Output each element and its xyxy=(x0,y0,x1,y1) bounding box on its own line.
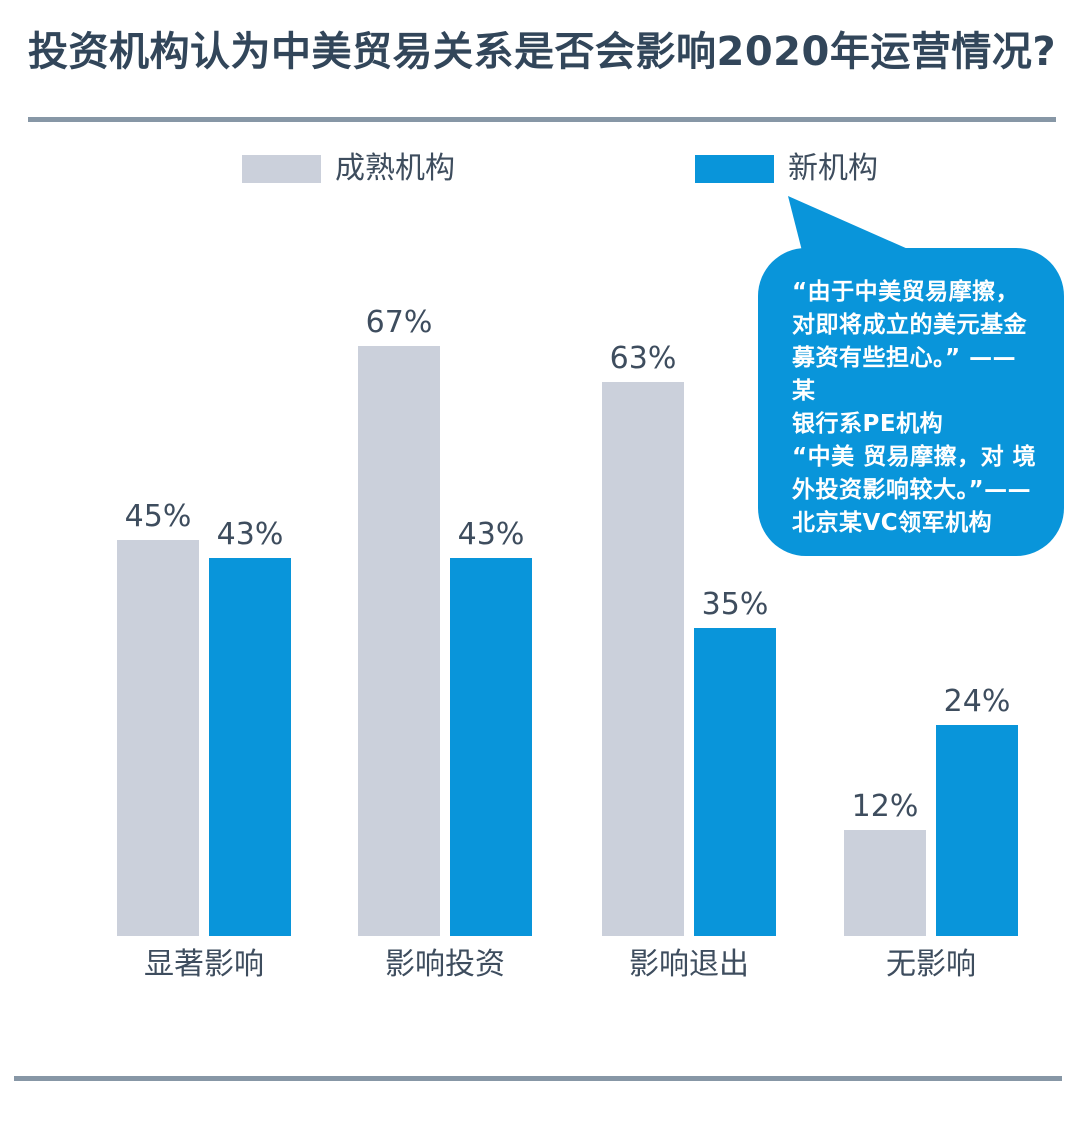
bar-mature-3 xyxy=(844,830,926,936)
chart-title: 投资机构认为中美贸易关系是否会影响2020年运营情况? xyxy=(28,29,1057,75)
top-divider xyxy=(28,117,1056,122)
bar-new-1 xyxy=(450,558,532,936)
bar-new-3 xyxy=(936,725,1018,936)
legend-label-new: 新机构 xyxy=(788,151,878,186)
bar-value-label-mature-3: 12% xyxy=(851,789,919,824)
category-label-2: 影响退出 xyxy=(629,947,749,982)
bar-value-label-mature-2: 63% xyxy=(609,341,677,376)
callout-bubble: “由于中美贸易摩擦， 对即将成立的美元基金 募资有些担心。” —— 某 银行系P… xyxy=(758,248,1064,556)
bar-new-0 xyxy=(209,558,291,936)
bar-value-label-new-3: 24% xyxy=(943,684,1011,719)
bar-value-label-new-2: 35% xyxy=(701,587,769,622)
legend-item-mature: 成熟机构 xyxy=(242,150,455,188)
bar-mature-2 xyxy=(602,382,684,936)
bar-mature-0 xyxy=(117,540,199,936)
bar-mature-1 xyxy=(358,346,440,936)
bar-value-label-mature-1: 67% xyxy=(365,305,433,340)
bar-value-label-new-1: 43% xyxy=(457,517,525,552)
bar-value-label-new-0: 43% xyxy=(216,517,284,552)
legend-swatch-new-icon xyxy=(695,155,774,183)
legend-item-new: 新机构 xyxy=(695,150,878,188)
bar-new-2 xyxy=(694,628,776,936)
category-label-1: 影响投资 xyxy=(385,947,505,982)
legend-label-mature: 成熟机构 xyxy=(335,151,455,186)
category-label-3: 无影响 xyxy=(886,947,976,982)
bottom-divider xyxy=(14,1076,1062,1081)
category-label-0: 显著影响 xyxy=(144,947,264,982)
callout-quote-text: “由于中美贸易摩擦， 对即将成立的美元基金 募资有些担心。” —— 某 银行系P… xyxy=(792,279,1037,536)
legend-swatch-mature-icon xyxy=(242,155,321,183)
bar-value-label-mature-0: 45% xyxy=(124,499,192,534)
